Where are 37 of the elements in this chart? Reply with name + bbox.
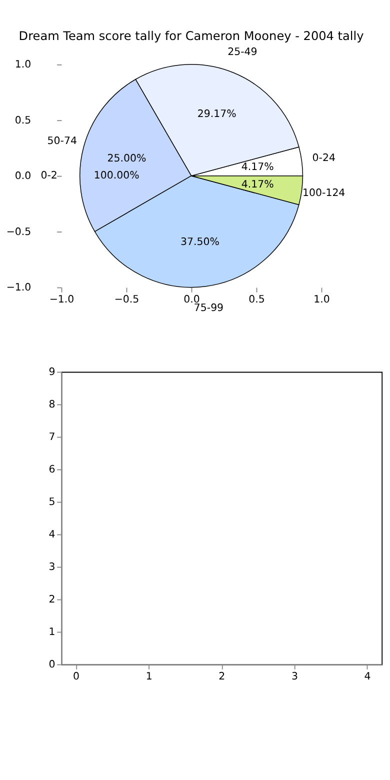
x-tick-label: 4: [364, 672, 371, 683]
y-tick-label: 9: [48, 367, 56, 378]
x-tick-label: 0.5: [248, 294, 265, 306]
y-tick-label: 4: [48, 530, 56, 541]
x-tick-label: 3: [291, 672, 298, 683]
x-tick-label: 1: [146, 672, 152, 683]
y-tick-label: 1.0: [14, 60, 32, 71]
slice-label: 100-124: [302, 188, 346, 200]
y-tick-label: 0.0: [14, 171, 32, 182]
y-tick-label: 0.5: [14, 115, 32, 126]
annotation: 100.00%: [94, 170, 140, 182]
slice-label: 50-74: [47, 136, 77, 148]
x-tick-label: 0: [73, 672, 80, 683]
y-tick-label: 3: [48, 562, 56, 574]
data-label: 4.17%: [241, 179, 274, 190]
y-tick-label: −1.0: [6, 282, 32, 294]
y-tick-label: 1: [48, 627, 56, 638]
data-label: 37.50%: [180, 236, 220, 248]
data-label: 29.17%: [197, 108, 237, 120]
x-tick-label: −0.5: [114, 294, 140, 306]
slice-label: 0-24: [312, 153, 336, 164]
y-tick-label: 2: [48, 594, 56, 606]
x-tick-label: 1.0: [314, 294, 330, 306]
data-label: 4.17%: [241, 162, 274, 173]
chart-title: Dream Team score tally for Cameron Mooney - 2004 tally: [18, 29, 364, 44]
slice-label: 75-99: [194, 303, 224, 314]
x-tick-label: 0.0: [184, 294, 200, 306]
y-tick-label: −0.5: [6, 226, 32, 238]
y-tick-label: 7: [48, 432, 56, 444]
slice-label: 25-49: [228, 47, 258, 58]
y-tick-label: 5: [48, 497, 56, 508]
text: 0-2: [40, 170, 58, 182]
y-tick-label: 0: [48, 660, 56, 671]
x-tick-label: 2: [218, 672, 226, 683]
data-label: 25.00%: [107, 153, 146, 164]
y-tick-label: 6: [48, 464, 56, 476]
y-tick-label: 8: [48, 400, 56, 411]
